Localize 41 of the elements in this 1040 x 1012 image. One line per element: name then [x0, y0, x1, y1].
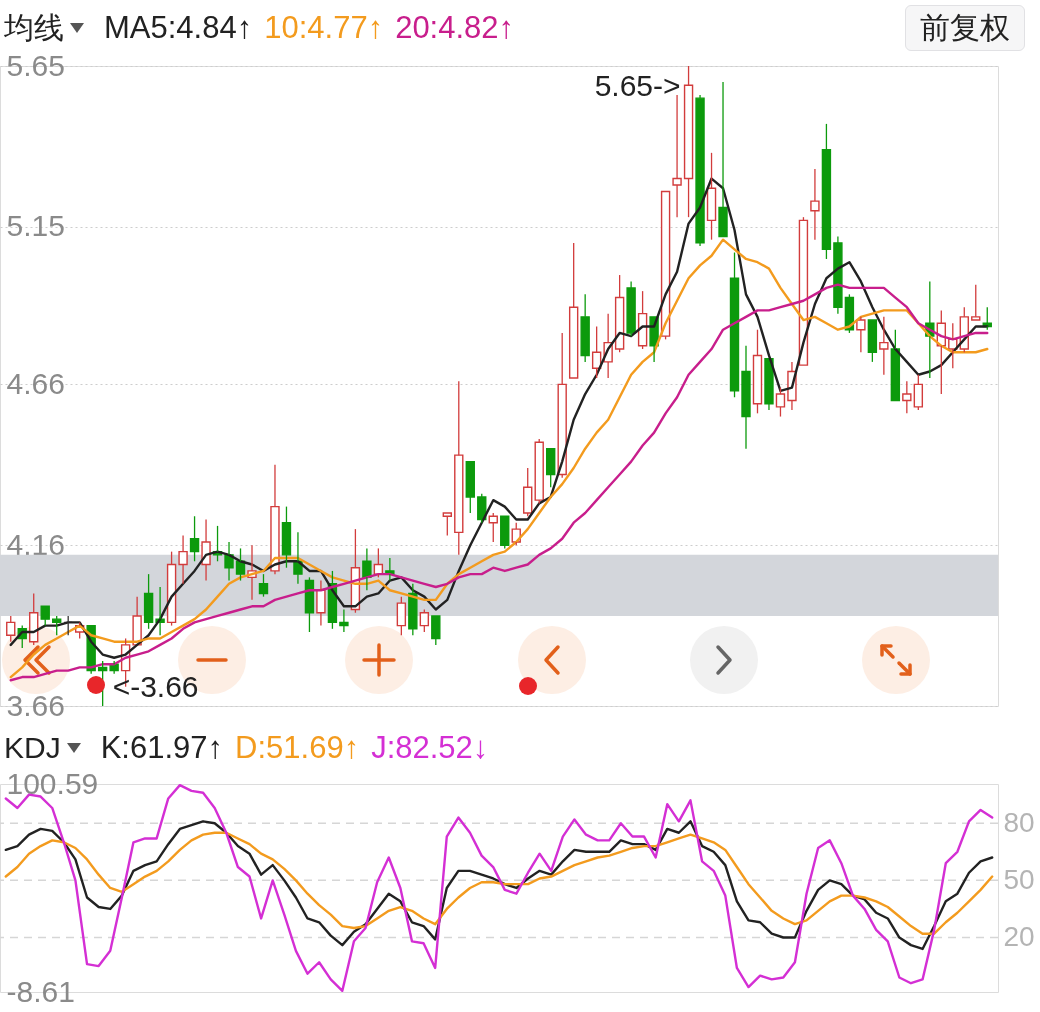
candlestick	[683, 65, 694, 218]
candlestick	[454, 380, 464, 556]
y-tick-label: 4.66	[6, 366, 65, 400]
legend-title: 均线	[4, 9, 64, 46]
line-series	[4, 820, 994, 951]
candlestick	[856, 316, 866, 353]
y-tick-label: 4.16	[6, 527, 65, 561]
candlestick	[672, 94, 682, 218]
candlestick	[362, 547, 372, 591]
candlestick	[833, 235, 843, 315]
text: MA5:4.84↑	[104, 10, 253, 46]
y-tick-label: 3.66	[6, 688, 65, 722]
series-label: J:82.52↓	[371, 730, 489, 766]
text: 20:4.82↑	[395, 10, 515, 46]
candlestick	[178, 534, 188, 585]
text: D:51.69↑	[235, 730, 360, 766]
y-tick-label: -8.61	[6, 974, 75, 1008]
y2-tick-label: 80	[1003, 806, 1035, 838]
y2-tick-label: 50	[1003, 863, 1035, 895]
candlestick	[741, 345, 751, 450]
series-label: K:61.97↑	[100, 730, 224, 766]
y-tick-label: 100.59	[6, 766, 99, 800]
y-tick-label: 5.65	[6, 48, 65, 82]
candlestick	[316, 579, 326, 627]
text: 10:4.77↑	[264, 10, 384, 46]
text: 前复权	[920, 9, 1010, 46]
candlestick	[706, 152, 717, 241]
annotation: <-3.66	[112, 670, 199, 703]
legend-title: KDJ	[4, 731, 61, 765]
candlestick	[339, 608, 349, 633]
line-series	[4, 831, 994, 935]
y2-tick-label: 20	[1003, 921, 1035, 952]
candlestick	[810, 168, 820, 241]
candlestick	[557, 332, 567, 479]
annotation: 5.65->	[594, 69, 681, 102]
candlestick	[626, 280, 636, 337]
y-tick-label: 5.15	[6, 209, 65, 243]
candlestick	[695, 94, 705, 247]
candlestick	[224, 541, 234, 582]
candlestick	[270, 464, 280, 575]
candlestick	[879, 316, 889, 376]
